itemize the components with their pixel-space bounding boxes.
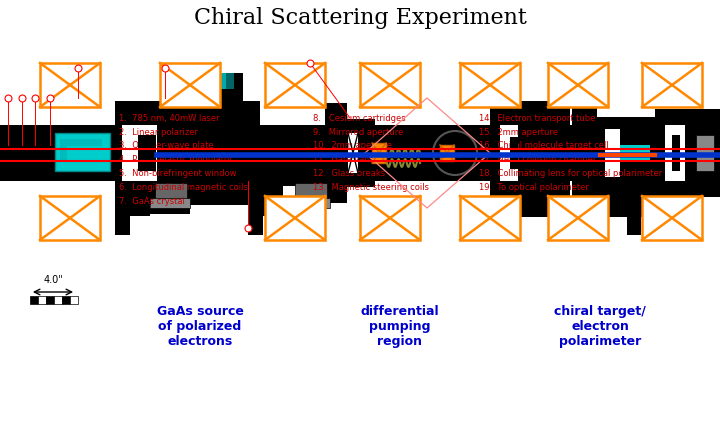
Text: 3.  Quarter-wave plate: 3. Quarter-wave plate [119, 141, 213, 150]
Bar [372, 143, 386, 163]
Bar [690, 123, 720, 183]
Bar [440, 145, 454, 161]
Text: 18.  Collimating lens for optical polarimeter: 18. Collimating lens for optical polarim… [479, 169, 662, 178]
Bar [40, 196, 100, 240]
Bar [265, 63, 325, 107]
Text: 6.  Longitudinal magnetic coils: 6. Longitudinal magnetic coils [119, 183, 248, 192]
Bar [572, 103, 597, 203]
Bar [55, 133, 110, 171]
Bar [597, 181, 657, 217]
Bar [548, 196, 608, 240]
Bar [218, 73, 226, 89]
Bar [138, 135, 156, 171]
Bar [62, 296, 70, 304]
Bar [38, 127, 46, 179]
Bar [46, 296, 54, 304]
Bar [597, 117, 657, 189]
Bar [360, 196, 420, 240]
Text: 7.  GaAs crystal: 7. GaAs crystal [119, 197, 184, 206]
Bar [0, 131, 18, 175]
Bar [54, 296, 62, 304]
Bar [605, 129, 620, 177]
Text: chiral target/
electron
polarimeter: chiral target/ electron polarimeter [554, 305, 646, 348]
Bar [60, 139, 102, 146]
Bar [215, 73, 243, 133]
Bar [25, 129, 33, 177]
Bar [38, 296, 46, 304]
Bar [297, 181, 311, 211]
Text: 9.   Mirrored aperture: 9. Mirrored aperture [313, 128, 404, 136]
Text: 13.  Magnetic steering coils: 13. Magnetic steering coils [313, 183, 429, 192]
Bar [52, 125, 60, 181]
Bar [665, 125, 685, 181]
Bar [248, 181, 283, 216]
Text: 10.  2mm aperture: 10. 2mm aperture [313, 141, 392, 150]
Bar [248, 213, 263, 235]
Bar [655, 109, 720, 197]
Bar [155, 183, 187, 201]
Bar [150, 198, 190, 208]
Text: 4.  Photo-elastic modulator: 4. Photo-elastic modulator [119, 155, 233, 164]
Bar [0, 125, 720, 181]
Bar [60, 139, 67, 161]
Bar [696, 135, 714, 171]
Bar [460, 196, 520, 240]
Bar [295, 183, 327, 201]
Text: 19.  To optical polarimeter: 19. To optical polarimeter [479, 183, 589, 192]
Text: 15.  2mm aperture: 15. 2mm aperture [479, 128, 558, 136]
Text: 17.  Neon collision chamber: 17. Neon collision chamber [479, 155, 596, 164]
Bar [30, 296, 38, 304]
Bar [162, 181, 176, 211]
Bar [627, 215, 641, 235]
Bar [160, 63, 220, 107]
Bar [265, 196, 325, 240]
Bar [40, 63, 100, 107]
Bar [55, 133, 110, 171]
Bar [226, 73, 234, 89]
Bar [548, 63, 608, 107]
Text: 14.  Electron transport tube: 14. Electron transport tube [479, 114, 595, 123]
Text: 4.0": 4.0" [43, 275, 63, 285]
Bar [325, 103, 347, 203]
Text: 11.  Gate valve: 11. Gate valve [313, 155, 377, 164]
Bar [70, 296, 78, 304]
Text: 12.  Glass breaks: 12. Glass breaks [313, 169, 385, 178]
Bar [242, 101, 260, 205]
Bar [490, 181, 570, 217]
Text: 1.  785 nm, 40mW laser: 1. 785 nm, 40mW laser [119, 114, 220, 123]
Bar [148, 181, 190, 186]
Bar [345, 119, 375, 187]
Bar [290, 198, 330, 208]
Bar [122, 125, 157, 181]
Bar [148, 208, 190, 214]
Text: 2.  Linear polarizer: 2. Linear polarizer [119, 128, 198, 136]
Text: 16.  Chiral molecule target cell: 16. Chiral molecule target cell [479, 141, 608, 150]
Bar [283, 208, 325, 214]
Bar [490, 101, 570, 205]
Bar [642, 63, 702, 107]
Bar [460, 63, 520, 107]
Bar [115, 213, 130, 235]
Bar [642, 196, 702, 240]
Bar [360, 63, 420, 107]
Bar [500, 125, 518, 181]
Text: GaAs source
of polarized
electrons: GaAs source of polarized electrons [156, 305, 243, 348]
Bar [283, 181, 325, 186]
Bar [115, 181, 150, 216]
Text: Chiral Scattering Experiment: Chiral Scattering Experiment [194, 7, 526, 29]
Bar [348, 133, 358, 173]
Text: 8.   Cesium cartridges: 8. Cesium cartridges [313, 114, 406, 123]
Bar [672, 135, 680, 171]
Text: 5.  Non-birefringent window: 5. Non-birefringent window [119, 169, 236, 178]
Text: differential
pumping
region: differential pumping region [361, 305, 439, 348]
Bar [620, 145, 650, 161]
Bar [115, 101, 245, 205]
Bar [510, 137, 518, 169]
